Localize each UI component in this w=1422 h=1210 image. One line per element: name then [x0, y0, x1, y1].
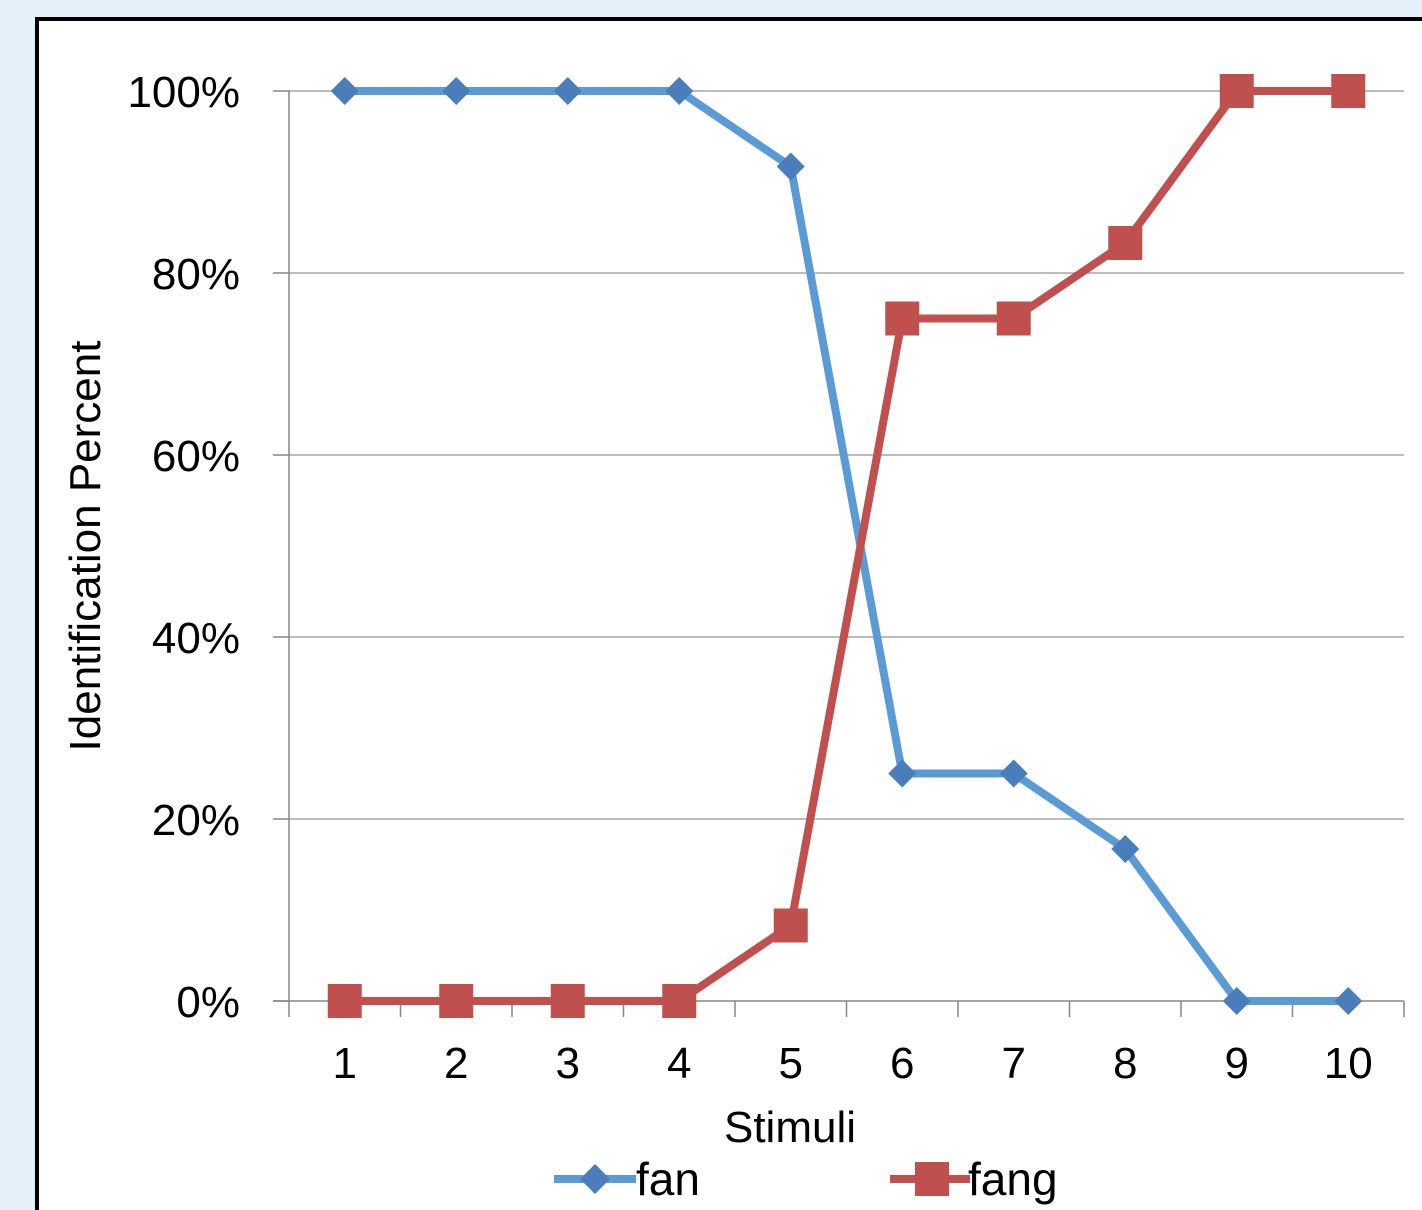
data-point-fang [439, 984, 474, 1018]
x-tick-label: 4 [667, 1039, 691, 1088]
data-point-fang [996, 301, 1031, 336]
x-tick-labels: 1 2 3 4 5 6 7 8 9 10 [333, 1039, 1373, 1088]
data-point-fan [1222, 987, 1251, 1015]
x-tick-label: 5 [779, 1039, 803, 1088]
series-line-fang [340, 87, 1353, 1005]
data-point-fang [662, 984, 697, 1018]
data-point-fan [1334, 987, 1363, 1015]
legend-swatch-fan-marker [580, 1164, 610, 1194]
x-tick-label: 8 [1113, 1039, 1137, 1088]
x-tick-label: 3 [556, 1039, 580, 1088]
series [327, 74, 1366, 1018]
x-tick-label: 2 [444, 1039, 468, 1088]
data-point-fan [330, 77, 359, 105]
data-point-fan [999, 759, 1028, 788]
data-point-fang [327, 984, 362, 1018]
x-tick-label: 7 [1002, 1039, 1026, 1088]
data-point-fang [1219, 74, 1254, 108]
legend-item-fang: fang [890, 1153, 1058, 1205]
y-tick-label: 0% [176, 978, 240, 1027]
y-tick-label: 20% [152, 796, 240, 845]
legend-item-fan: fan [554, 1153, 700, 1205]
x-axis-title: Stimuli [724, 1103, 856, 1152]
y-axis-title: Identification Percent [61, 341, 110, 752]
data-point-fang [1331, 74, 1366, 108]
data-point-fan [553, 77, 582, 105]
data-point-fang [773, 908, 808, 943]
x-tick-label: 6 [890, 1039, 914, 1088]
legend-swatch-fang-marker [915, 1162, 949, 1196]
data-point-fan [442, 77, 471, 105]
legend-label-fan: fan [636, 1153, 700, 1205]
y-tick-label: 40% [152, 614, 240, 663]
data-point-fang [1108, 225, 1143, 260]
series-fang [327, 74, 1366, 1018]
x-tick-label: 1 [333, 1039, 357, 1088]
y-tick-label: 60% [152, 432, 240, 481]
data-point-fan [888, 759, 917, 788]
data-point-fang [885, 301, 920, 336]
y-tick-label: 80% [152, 250, 240, 299]
axes [273, 90, 1405, 1017]
y-tick-labels: 0% 20% 40% 60% 80% 100% [127, 68, 240, 1027]
series-fan [330, 77, 1363, 1015]
data-point-fan [665, 77, 694, 105]
y-tick-label: 100% [127, 68, 240, 117]
x-tick-label: 10 [1324, 1039, 1373, 1088]
legend-label-fang: fang [968, 1153, 1058, 1205]
legend: fan fang [554, 1153, 1058, 1205]
chart-frame [35, 17, 1422, 1210]
data-point-fan [1111, 835, 1140, 864]
data-point-fan [776, 152, 805, 181]
series-line-fan [340, 87, 1353, 1005]
x-tick-label: 9 [1225, 1039, 1249, 1088]
data-point-fang [550, 984, 585, 1018]
